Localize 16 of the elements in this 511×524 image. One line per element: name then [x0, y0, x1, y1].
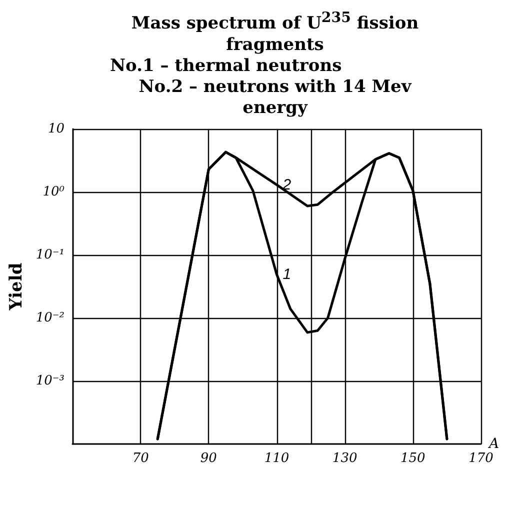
x-tick-label: 130	[332, 450, 358, 466]
x-tick-label: 70	[132, 450, 149, 466]
chart-subtitle: No.1 – thermal neutrons No.2 – neutrons with 14 Mev energy	[110, 56, 413, 119]
chart-title: Mass spectrum of U$^{235}$ fission fragments	[131, 10, 419, 55]
y-tick-label: 10	[48, 121, 65, 136]
x-tick-label: 110	[264, 450, 290, 466]
y-tick-label: 10⁻³	[36, 373, 65, 388]
x-tick-label: 170	[468, 450, 494, 466]
x-tick-label: 150	[400, 450, 426, 466]
y-axis-title: Yield	[6, 262, 26, 311]
x-axis-title: A	[487, 436, 500, 452]
series-label: 1	[282, 266, 292, 283]
y-tick-label: 10⁻²	[36, 310, 65, 326]
x-tick-label: 90	[200, 450, 217, 466]
y-tick-label: 10⁻¹	[36, 247, 65, 262]
y-tick-label: 10⁰	[42, 184, 66, 200]
